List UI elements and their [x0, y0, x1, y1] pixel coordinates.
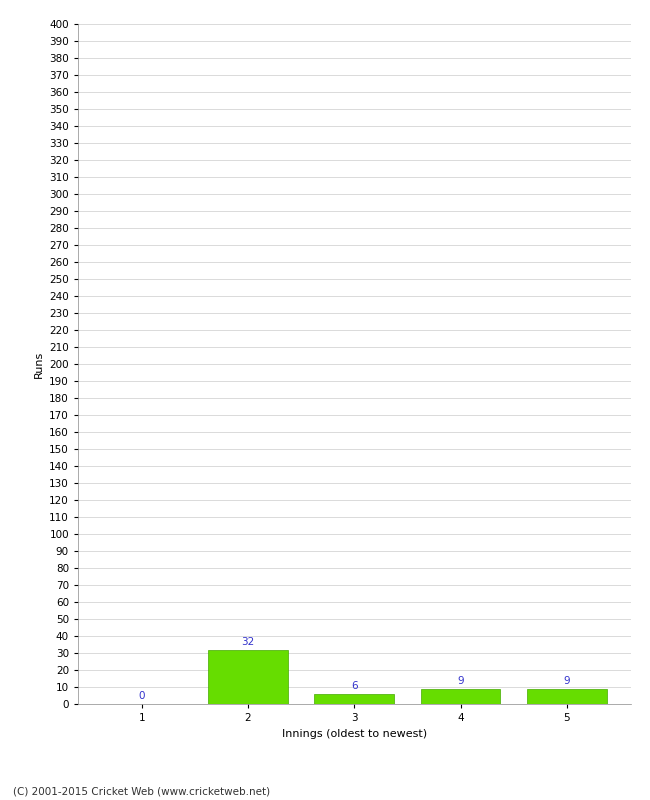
Text: (C) 2001-2015 Cricket Web (www.cricketweb.net): (C) 2001-2015 Cricket Web (www.cricketwe…: [13, 786, 270, 796]
Bar: [208, 650, 288, 704]
Bar: [421, 689, 500, 704]
Text: 9: 9: [457, 676, 464, 686]
Bar: [527, 689, 606, 704]
Text: 0: 0: [138, 691, 145, 702]
Text: 32: 32: [241, 637, 255, 647]
Text: 6: 6: [351, 682, 358, 691]
Text: 9: 9: [564, 676, 570, 686]
Y-axis label: Runs: Runs: [34, 350, 44, 378]
X-axis label: Innings (oldest to newest): Innings (oldest to newest): [281, 729, 427, 738]
Bar: [315, 694, 394, 704]
